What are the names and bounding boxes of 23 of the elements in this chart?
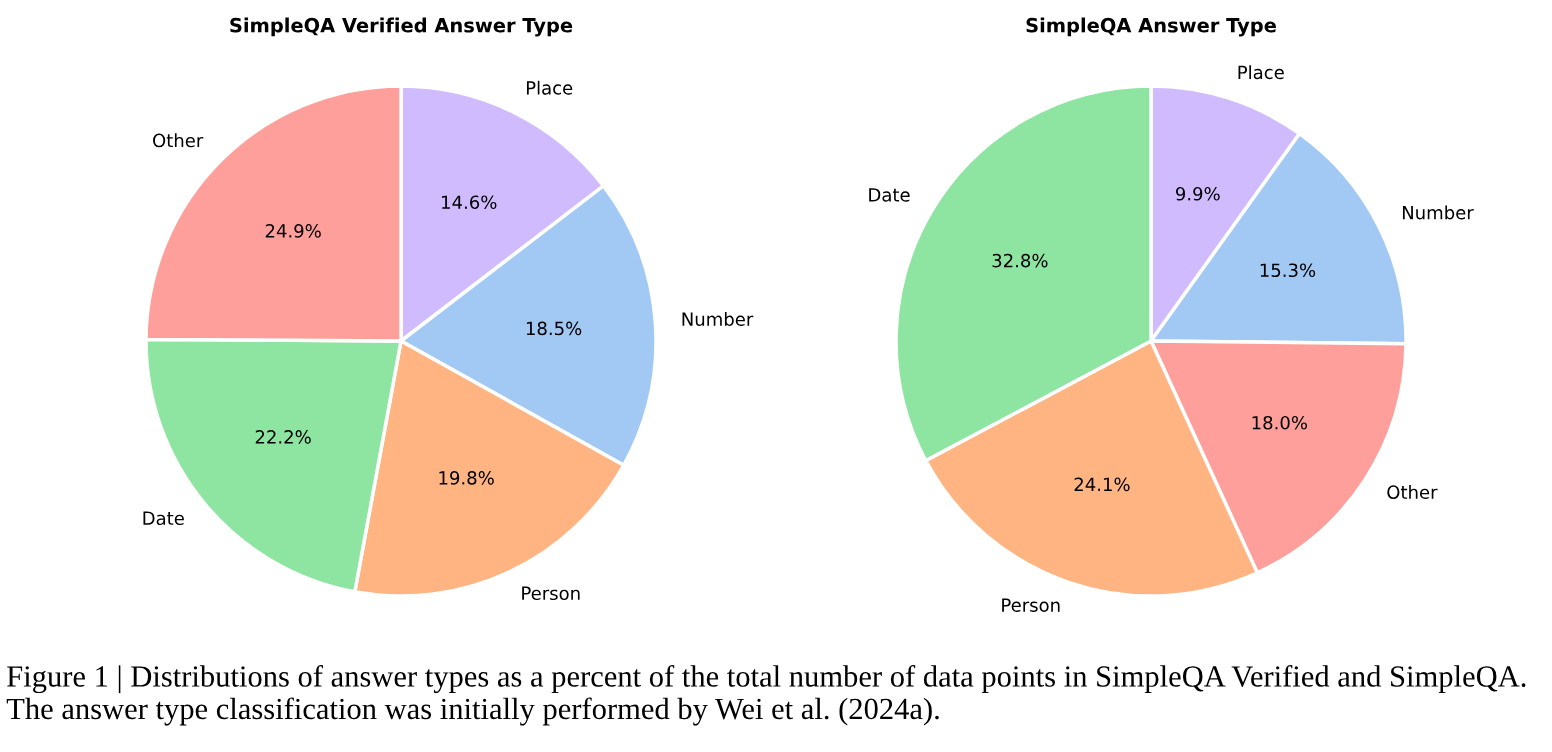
data-label: 22.2% <box>255 430 311 444</box>
data-label: 18.5% <box>526 321 582 336</box>
slice-label: Other <box>153 133 204 148</box>
caption: Figure 1 | Distributions of answer types as a percent of the total number of data points in SimpleQA Verified and SimpleQA. The answer type classification was initially performed by Wei et al. (2024a). <box>6 665 1526 726</box>
slice-label: Person <box>1002 598 1060 612</box>
data-label: 15.3% <box>1260 263 1316 278</box>
chart-title: SimpleQA Verified Answer Type <box>230 17 573 37</box>
data-label: 14.6% <box>442 195 497 210</box>
data-label: 24.9% <box>265 224 321 238</box>
slice-label: Person <box>522 586 580 601</box>
slice-label: Number <box>1402 205 1474 220</box>
slice-label: Number <box>682 312 754 326</box>
chart-title: SimpleQA Answer Type <box>1026 17 1276 37</box>
slice-label: Place <box>1238 65 1284 80</box>
data-label: 9.9% <box>1175 186 1220 201</box>
slice-label: Other <box>1387 485 1438 499</box>
data-label: 24.1% <box>1074 477 1130 492</box>
data-label: 18.0% <box>1252 415 1307 430</box>
slice-label: Date <box>143 511 184 526</box>
data-label: 32.8% <box>992 253 1048 268</box>
data-label: 19.8% <box>439 471 494 485</box>
slice-label: Place <box>526 80 573 95</box>
slice-label: Date <box>869 188 910 202</box>
